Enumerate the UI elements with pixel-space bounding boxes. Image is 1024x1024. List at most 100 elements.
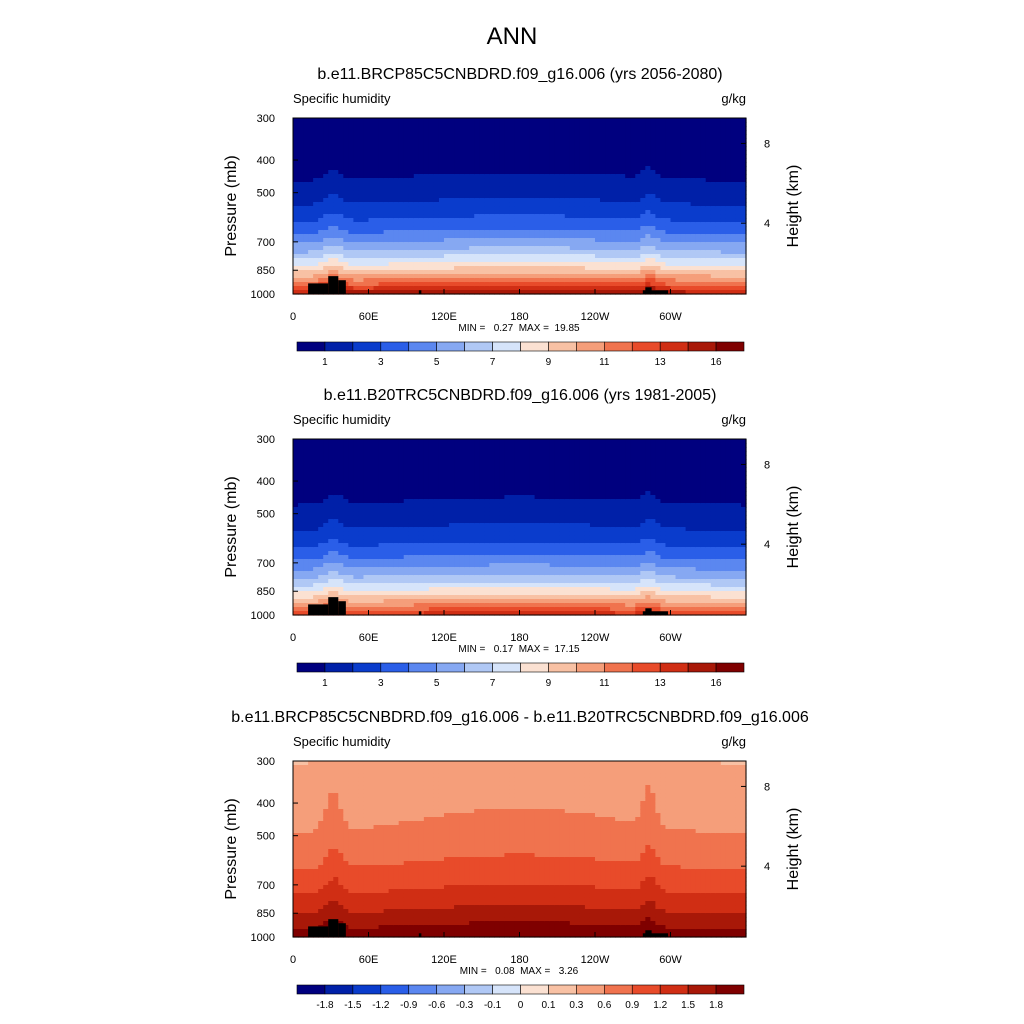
field-cell [705,230,712,235]
field-cell [303,126,309,131]
field-cell [740,222,747,227]
field-cell [529,246,536,251]
field-cell [474,238,480,243]
field-cell [620,234,626,239]
field-cell [438,282,445,287]
field-cell [484,190,490,195]
field-cell [579,274,586,279]
field-cell [539,182,546,187]
field-cell [333,210,339,215]
field-cell [318,238,324,243]
field-cell [685,210,692,215]
field-cell [358,495,365,500]
field-cell [313,278,319,283]
colorbar-swatch [408,341,437,352]
field-cell [605,246,611,251]
field-cell [705,210,712,215]
field-cell [685,222,692,227]
field-cell [574,138,581,143]
field-cell [600,270,606,275]
field-cell [645,226,651,231]
field-cell [333,495,339,500]
field-cell [308,519,314,524]
field-cell [368,274,375,279]
field-cell [584,246,591,251]
field-cell [378,507,385,512]
field-cell [489,262,495,267]
field-cell [569,290,576,295]
field-cell [675,270,682,275]
field-cell [418,202,425,207]
field-cell [725,266,732,271]
field-cell [393,162,400,167]
field-cell [383,270,390,275]
field-cell [625,122,631,127]
field-cell [393,186,400,191]
field-cell [710,218,717,223]
field-cell [388,266,395,271]
field-cell [383,547,390,552]
field-cell [348,471,354,476]
field-cell [735,286,742,291]
field-cell [298,563,304,568]
field-cell [730,130,737,135]
field-cell [675,118,682,123]
field-cell [605,118,611,123]
field-cell [519,266,526,271]
field-cell [534,118,541,123]
field-cell [620,282,626,287]
field-cell [660,194,667,199]
field-cell [479,226,485,231]
field-cell [559,202,566,207]
field-cell [645,130,651,135]
field-cell [504,242,511,247]
field-cell [484,122,490,127]
field-cell [509,254,516,259]
field-cell [358,186,365,191]
field-cell [720,290,727,295]
field-cell [605,178,611,183]
field-cell [509,178,516,183]
field-cell [368,154,375,159]
field-cell [298,262,304,267]
field-cell [700,258,707,263]
field-cell [610,178,616,183]
field-cell [308,595,314,600]
field-cell [378,266,385,271]
field-cell [675,234,682,239]
field-cell [544,286,551,291]
field-cell [690,170,697,175]
field-cell [433,214,440,219]
field-cell [715,270,722,275]
field-cell [735,266,742,271]
field-cell [303,515,309,520]
field-cell [358,543,365,548]
field-cell [308,158,314,163]
field-cell [610,142,616,147]
field-cell [333,130,339,135]
field-cell [353,254,360,259]
field-cell [373,487,380,492]
field-cell [333,254,339,259]
field-cell [690,166,697,171]
field-cell [524,226,531,231]
field-cell [509,258,516,263]
field-cell [398,258,405,263]
field-cell [725,258,732,263]
field-cell [519,258,526,263]
field-cell [564,230,571,235]
field-cell [423,250,430,255]
field-cell [383,130,390,135]
field-cell [378,130,385,135]
field-cell [730,254,737,259]
field-cell [418,262,425,267]
field-cell [338,515,344,520]
field-cell [433,202,440,207]
field-cell [464,262,470,267]
field-cell [650,242,656,247]
field-cell [635,278,641,283]
field-cell [600,250,606,255]
field-cell [393,611,400,616]
field-cell [313,274,319,279]
field-cell [353,511,360,516]
